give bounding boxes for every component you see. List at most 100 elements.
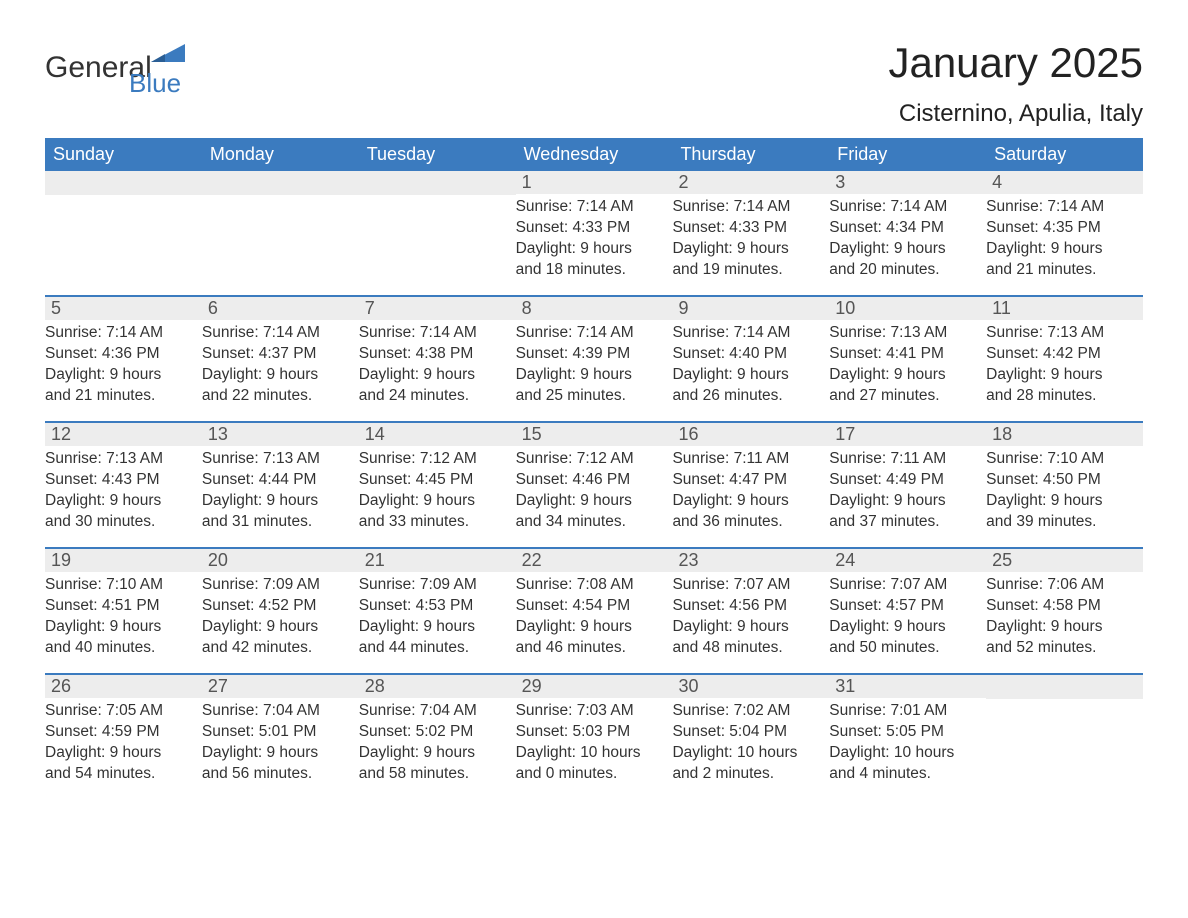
day-number: 28 (359, 675, 516, 698)
day-info: Sunrise: 7:14 AMSunset: 4:35 PMDaylight:… (986, 194, 1143, 284)
info-line: and 48 minutes. (672, 638, 829, 659)
day-number: 31 (829, 675, 986, 698)
info-line: and 44 minutes. (359, 638, 516, 659)
info-line: Daylight: 9 hours (516, 239, 673, 260)
info-line: Daylight: 9 hours (359, 743, 516, 764)
day-number: 27 (202, 675, 359, 698)
day-info: Sunrise: 7:14 AMSunset: 4:33 PMDaylight:… (516, 194, 673, 284)
day-info: Sunrise: 7:13 AMSunset: 4:42 PMDaylight:… (986, 320, 1143, 410)
day-number: 6 (202, 297, 359, 320)
day-cell: 21Sunrise: 7:09 AMSunset: 4:53 PMDayligh… (359, 549, 516, 667)
day-number: 1 (516, 171, 673, 194)
info-line: and 56 minutes. (202, 764, 359, 785)
day-info: Sunrise: 7:14 AMSunset: 4:37 PMDaylight:… (202, 320, 359, 410)
info-line: Sunrise: 7:12 AM (516, 449, 673, 470)
calendar-page: General Blue January 2025 Cisternino, Ap… (0, 0, 1188, 823)
info-line: Sunset: 4:34 PM (829, 218, 986, 239)
dow-label: Tuesday (359, 138, 516, 171)
info-line: Sunrise: 7:04 AM (359, 701, 516, 722)
info-line: Daylight: 9 hours (986, 365, 1143, 386)
day-cell: 14Sunrise: 7:12 AMSunset: 4:45 PMDayligh… (359, 423, 516, 541)
info-line: and 34 minutes. (516, 512, 673, 533)
day-info: Sunrise: 7:14 AMSunset: 4:38 PMDaylight:… (359, 320, 516, 410)
day-info: Sunrise: 7:12 AMSunset: 4:45 PMDaylight:… (359, 446, 516, 536)
day-info: Sunrise: 7:10 AMSunset: 4:50 PMDaylight:… (986, 446, 1143, 536)
info-line: Sunrise: 7:14 AM (359, 323, 516, 344)
day-cell: 1Sunrise: 7:14 AMSunset: 4:33 PMDaylight… (516, 171, 673, 289)
day-cell: 2 Sunrise: 7:14 AMSunset: 4:33 PMDaylight… (672, 171, 829, 289)
day-number (202, 171, 359, 195)
month-title: January 2025 (888, 40, 1143, 86)
info-line: and 26 minutes. (672, 386, 829, 407)
info-line: Sunset: 4:38 PM (359, 344, 516, 365)
day-cell: 18Sunrise: 7:10 AMSunset: 4:50 PMDayligh… (986, 423, 1143, 541)
info-line: Daylight: 9 hours (986, 239, 1143, 260)
info-line: Sunrise: 7:05 AM (45, 701, 202, 722)
info-line: Sunrise: 7:10 AM (45, 575, 202, 596)
info-line: Sunset: 4:33 PM (672, 218, 829, 239)
day-cell (45, 171, 202, 289)
day-of-week-header: SundayMondayTuesdayWednesdayThursdayFrid… (45, 138, 1143, 171)
info-line: Sunset: 4:41 PM (829, 344, 986, 365)
day-number: 13 (202, 423, 359, 446)
day-cell: 17Sunrise: 7:11 AMSunset: 4:49 PMDayligh… (829, 423, 986, 541)
info-line: Daylight: 9 hours (359, 617, 516, 638)
info-line: Sunrise: 7:02 AM (672, 701, 829, 722)
info-line: Daylight: 9 hours (672, 239, 829, 260)
day-info: Sunrise: 7:14 AMSunset: 4:34 PMDaylight:… (829, 194, 986, 284)
info-line: Daylight: 9 hours (672, 365, 829, 386)
info-line: and 21 minutes. (45, 386, 202, 407)
dow-label: Wednesday (516, 138, 673, 171)
day-cell: 16Sunrise: 7:11 AMSunset: 4:47 PMDayligh… (672, 423, 829, 541)
info-line: and 25 minutes. (516, 386, 673, 407)
info-line: Sunset: 5:05 PM (829, 722, 986, 743)
day-number (986, 675, 1143, 699)
day-info: Sunrise: 7:08 AMSunset: 4:54 PMDaylight:… (516, 572, 673, 662)
day-cell: 28Sunrise: 7:04 AMSunset: 5:02 PMDayligh… (359, 675, 516, 793)
info-line: Sunrise: 7:08 AM (516, 575, 673, 596)
info-line: and 28 minutes. (986, 386, 1143, 407)
day-cell: 19Sunrise: 7:10 AMSunset: 4:51 PMDayligh… (45, 549, 202, 667)
info-line: and 22 minutes. (202, 386, 359, 407)
calendar-grid: SundayMondayTuesdayWednesdayThursdayFrid… (45, 138, 1143, 793)
day-number: 2 (672, 171, 829, 194)
info-line: Sunrise: 7:09 AM (359, 575, 516, 596)
day-number: 22 (516, 549, 673, 572)
day-number: 11 (986, 297, 1143, 320)
day-cell: 12Sunrise: 7:13 AMSunset: 4:43 PMDayligh… (45, 423, 202, 541)
info-line: and 39 minutes. (986, 512, 1143, 533)
info-line: Daylight: 9 hours (359, 491, 516, 512)
info-line: Sunset: 4:54 PM (516, 596, 673, 617)
day-info: Sunrise: 7:14 AMSunset: 4:39 PMDaylight:… (516, 320, 673, 410)
info-line: and 50 minutes. (829, 638, 986, 659)
info-line: Daylight: 9 hours (45, 491, 202, 512)
day-number: 9 (672, 297, 829, 320)
info-line: Sunset: 4:44 PM (202, 470, 359, 491)
info-line: Daylight: 9 hours (516, 491, 673, 512)
info-line: and 31 minutes. (202, 512, 359, 533)
day-cell: 4Sunrise: 7:14 AMSunset: 4:35 PMDaylight… (986, 171, 1143, 289)
info-line: Daylight: 9 hours (45, 365, 202, 386)
info-line: Sunset: 4:37 PM (202, 344, 359, 365)
info-line: Sunrise: 7:13 AM (45, 449, 202, 470)
info-line: Sunset: 4:47 PM (672, 470, 829, 491)
info-line: and 52 minutes. (986, 638, 1143, 659)
info-line: Sunrise: 7:10 AM (986, 449, 1143, 470)
info-line: Sunset: 4:49 PM (829, 470, 986, 491)
day-info: Sunrise: 7:03 AMSunset: 5:03 PMDaylight:… (516, 698, 673, 788)
info-line: and 21 minutes. (986, 260, 1143, 281)
info-line: Sunset: 4:51 PM (45, 596, 202, 617)
day-cell: 24Sunrise: 7:07 AMSunset: 4:57 PMDayligh… (829, 549, 986, 667)
info-line: Sunrise: 7:14 AM (672, 197, 829, 218)
day-number: 4 (986, 171, 1143, 194)
day-cell: 10Sunrise: 7:13 AMSunset: 4:41 PMDayligh… (829, 297, 986, 415)
day-info: Sunrise: 7:14 AMSunset: 4:36 PMDaylight:… (45, 320, 202, 410)
day-number: 14 (359, 423, 516, 446)
info-line: Sunrise: 7:14 AM (672, 323, 829, 344)
day-number: 18 (986, 423, 1143, 446)
info-line: Daylight: 9 hours (829, 239, 986, 260)
day-info: Sunrise: 7:02 AMSunset: 5:04 PMDaylight:… (672, 698, 829, 788)
page-header: General Blue January 2025 Cisternino, Ap… (45, 40, 1143, 128)
info-line: and 20 minutes. (829, 260, 986, 281)
week-row: 19Sunrise: 7:10 AMSunset: 4:51 PMDayligh… (45, 547, 1143, 667)
